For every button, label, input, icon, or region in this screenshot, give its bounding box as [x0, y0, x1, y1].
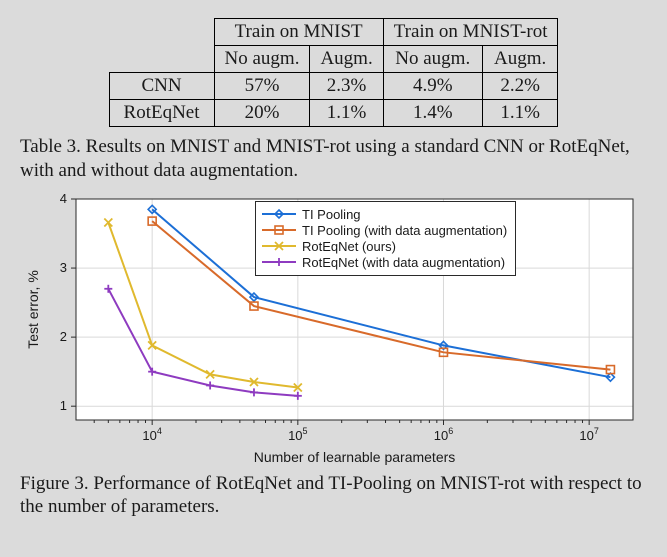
- table-row: RotEqNet 20% 1.1% 1.4% 1.1%: [109, 100, 558, 127]
- table-row-label: RotEqNet: [109, 100, 214, 127]
- figure-caption: Figure 3. Performance of RotEqNet and TI…: [20, 472, 647, 520]
- svg-text:107: 107: [579, 426, 598, 443]
- svg-text:105: 105: [288, 426, 307, 443]
- legend-item: TI Pooling: [262, 207, 507, 222]
- legend-item: RotEqNet (with data augmentation): [262, 255, 507, 270]
- svg-text:1: 1: [60, 398, 67, 413]
- chart-legend: TI PoolingTI Pooling (with data augmenta…: [255, 201, 516, 276]
- table-cell: 4.9%: [383, 73, 482, 100]
- legend-label: TI Pooling: [302, 207, 361, 222]
- table-caption: Table 3. Results on MNIST and MNIST-rot …: [20, 135, 647, 183]
- table-corner-blank: [109, 19, 214, 46]
- svg-text:104: 104: [142, 426, 161, 443]
- legend-label: RotEqNet (with data augmentation): [302, 255, 505, 270]
- table-subheader: Augm.: [310, 46, 383, 73]
- legend-label: RotEqNet (ours): [302, 239, 396, 254]
- table-subheader: No augm.: [214, 46, 310, 73]
- table-row: CNN 57% 2.3% 4.9% 2.2%: [109, 73, 558, 100]
- table-cell: 57%: [214, 73, 310, 100]
- legend-label: TI Pooling (with data augmentation): [302, 223, 507, 238]
- legend-item: TI Pooling (with data augmentation): [262, 223, 507, 238]
- table-cell: 1.1%: [310, 100, 383, 127]
- svg-text:4: 4: [60, 193, 67, 206]
- svg-text:Test error, %: Test error, %: [25, 270, 41, 349]
- table-subheader: Augm.: [482, 46, 558, 73]
- svg-text:106: 106: [434, 426, 453, 443]
- table-subheader: No augm.: [383, 46, 482, 73]
- table-header-group-1: Train on MNIST: [214, 19, 383, 46]
- legend-item: RotEqNet (ours): [262, 239, 507, 254]
- table-header-group-2: Train on MNIST-rot: [383, 19, 558, 46]
- svg-text:2: 2: [60, 329, 67, 344]
- table-cell: 1.1%: [482, 100, 558, 127]
- table-corner-blank-2: [109, 46, 214, 73]
- table-row-label: CNN: [109, 73, 214, 100]
- line-chart: 1 2 3 4 104 105 106 107 Number of learnable para…: [20, 193, 647, 468]
- table-cell: 1.4%: [383, 100, 482, 127]
- results-table: Train on MNIST Train on MNIST-rot No aug…: [109, 18, 559, 127]
- svg-text:3: 3: [60, 260, 67, 275]
- table-cell: 2.2%: [482, 73, 558, 100]
- table-cell: 2.3%: [310, 73, 383, 100]
- svg-text:Number of learnable parameters: Number of learnable parameters: [254, 449, 456, 465]
- table-cell: 20%: [214, 100, 310, 127]
